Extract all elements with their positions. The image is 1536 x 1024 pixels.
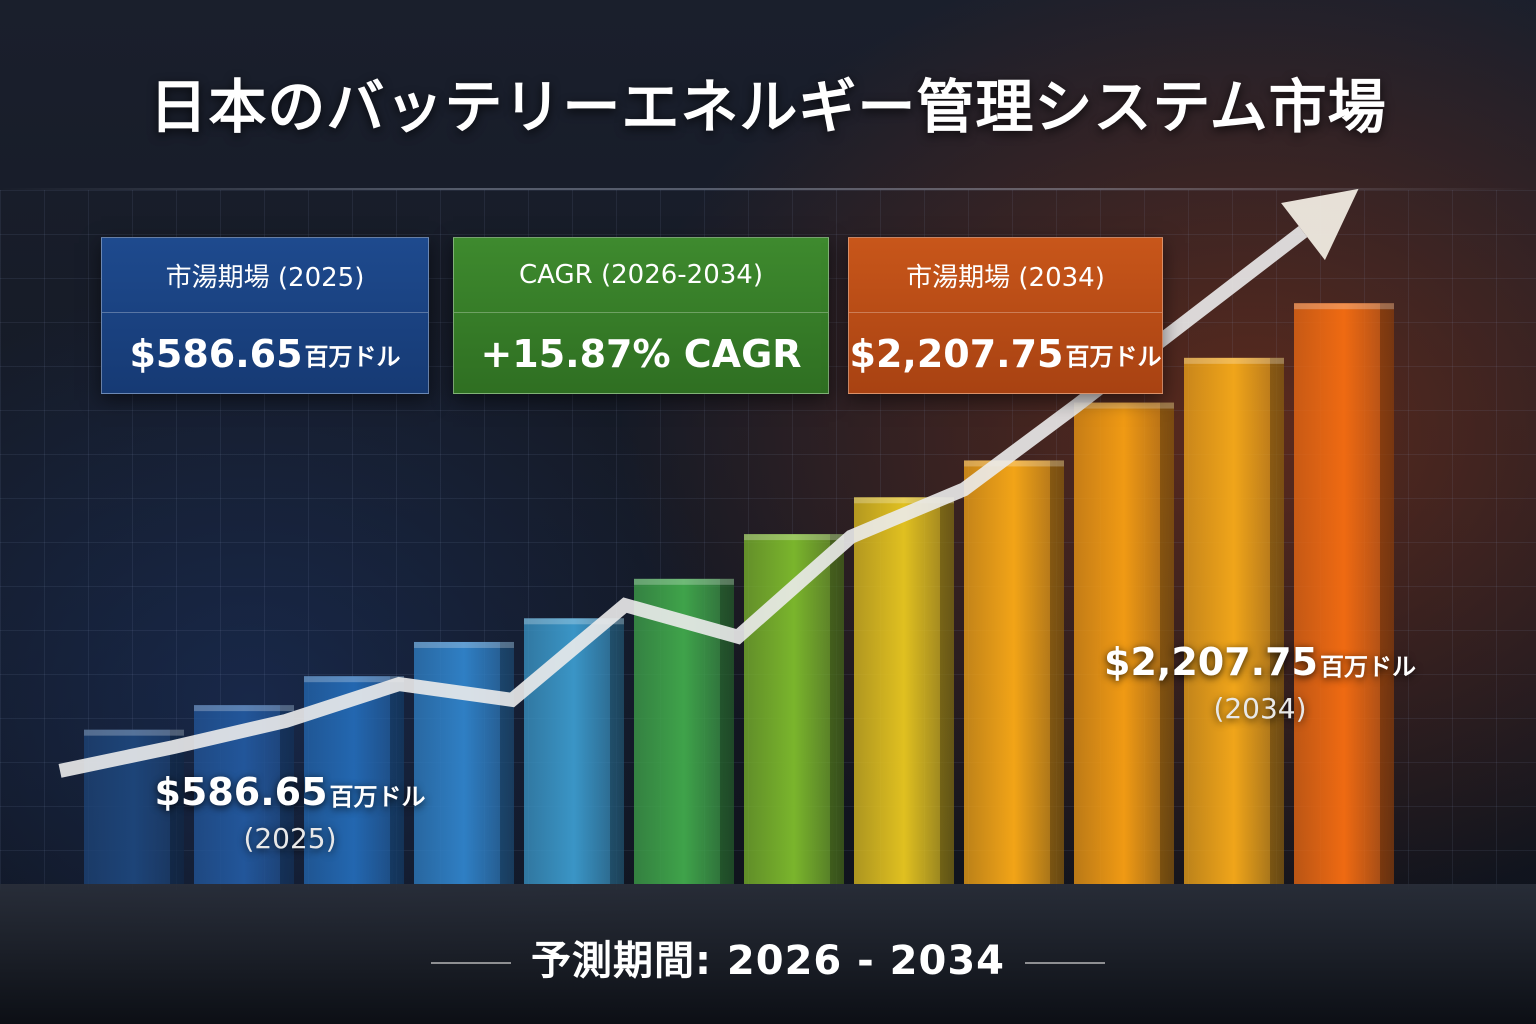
bar-shade: [1270, 357, 1284, 884]
bar-highlight: [1294, 303, 1394, 310]
bar-shade: [500, 641, 514, 884]
bar-12: [1294, 303, 1394, 885]
title-divider: [0, 188, 1536, 190]
metric-value: $2,207.75: [849, 332, 1064, 376]
end-annotation: $2,207.75百万ドル (2034): [1060, 640, 1460, 725]
footer-rule-right: [1025, 962, 1106, 964]
metric-card-2025: 市湯期場 (2025) $586.65 百万ドル: [101, 237, 429, 394]
bar-1: [84, 729, 184, 884]
bar-shade: [170, 729, 184, 884]
metric-value: $586.65: [129, 332, 303, 376]
bar-highlight: [1184, 357, 1284, 364]
bar-body: [854, 497, 954, 884]
end-year: (2034): [1213, 692, 1307, 725]
trend-arrowhead: [1281, 188, 1359, 261]
chart-floor: [0, 884, 1536, 1024]
bar-body: [1184, 357, 1284, 884]
bar-shade: [720, 578, 734, 884]
bar-highlight: [854, 497, 954, 504]
bar-highlight: [634, 578, 734, 585]
bar-shade: [1160, 402, 1174, 884]
metric-unit: 百万ドル: [1065, 342, 1162, 371]
bar-body: [964, 460, 1064, 884]
bar-body: [1074, 402, 1174, 884]
start-value: $586.65: [154, 770, 328, 814]
bar-11: [1184, 357, 1284, 884]
bar-highlight: [84, 729, 184, 736]
metric-card-label: CAGR (2026-2034): [454, 238, 828, 313]
bar-shade: [1380, 303, 1394, 885]
metric-card-label: 市湯期場 (2034): [849, 238, 1162, 313]
bar-highlight: [964, 460, 1064, 467]
bar-highlight: [194, 705, 294, 712]
metric-card-label: 市湯期場 (2025): [102, 238, 428, 313]
bar-highlight: [1074, 402, 1174, 409]
bar-shade: [830, 534, 844, 884]
bar-8: [854, 497, 954, 884]
metric-card-cagr: CAGR (2026-2034) +15.87% CAGR: [453, 237, 829, 394]
forecast-period-text: 予測期間: 2026 - 2034: [530, 938, 1006, 984]
metric-unit: 百万ドル: [304, 342, 401, 371]
metric-value: +15.87% CAGR: [480, 332, 802, 376]
bar-shade: [390, 676, 404, 884]
bar-highlight: [524, 618, 624, 625]
bar-body: [1294, 303, 1394, 885]
bar-5: [524, 618, 624, 884]
bar-body: [524, 618, 624, 884]
bar-7: [744, 534, 844, 884]
start-unit: 百万ドル: [329, 783, 426, 811]
bar-10: [1074, 402, 1174, 884]
end-unit: 百万ドル: [1319, 653, 1416, 681]
bar-highlight: [304, 676, 404, 683]
chart-title: 日本のバッテリーエネルギー管理システム市場: [149, 73, 1387, 141]
bar-9: [964, 460, 1064, 884]
metric-card-value: $586.65 百万ドル: [102, 313, 428, 395]
metric-card-value: $2,207.75 百万ドル: [849, 313, 1162, 395]
footer-rule-left: [430, 962, 511, 964]
bar-highlight: [414, 641, 514, 648]
metric-card-value: +15.87% CAGR: [454, 313, 828, 395]
bar-shade: [940, 497, 954, 884]
bar-6: [634, 578, 734, 884]
bar-shade: [1050, 460, 1064, 884]
bar-shade: [280, 705, 294, 884]
end-value: $2,207.75: [1104, 640, 1318, 684]
forecast-period: 予測期間: 2026 - 2034: [0, 928, 1536, 986]
metric-card-2034: 市湯期場 (2034) $2,207.75 百万ドル: [848, 237, 1163, 394]
start-annotation: $586.65百万ドル (2025): [110, 770, 470, 855]
bar-highlight: [744, 534, 844, 541]
start-year: (2025): [243, 822, 337, 855]
bar-shade: [610, 618, 624, 884]
